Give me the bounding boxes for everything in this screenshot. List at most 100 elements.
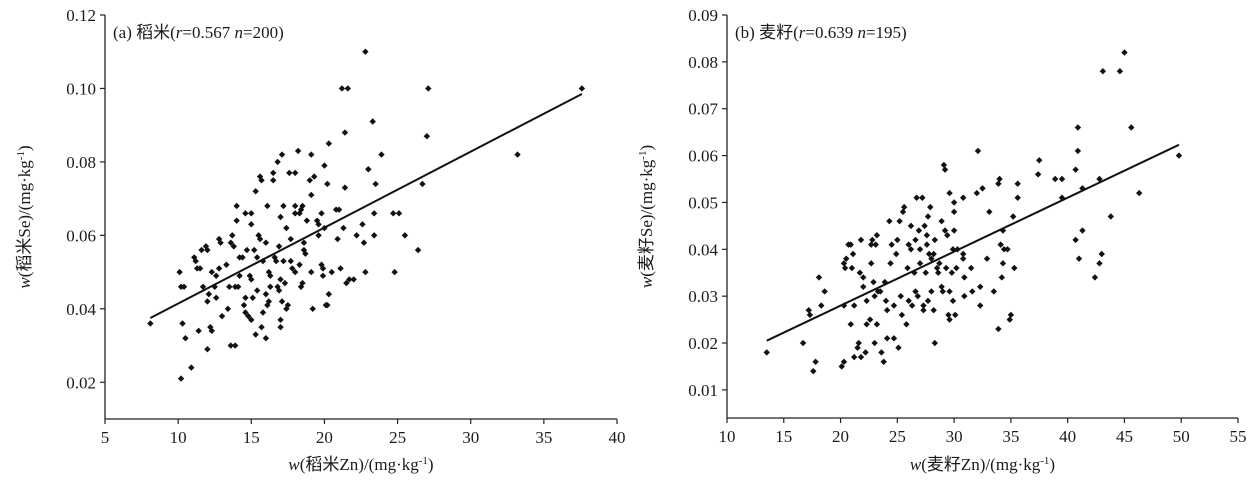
plot-title-part: =200) <box>243 23 284 42</box>
data-point <box>346 276 353 283</box>
data-point <box>931 339 939 347</box>
data-point <box>938 283 945 290</box>
data-point <box>922 269 929 276</box>
data-point <box>949 297 957 305</box>
data-point <box>277 323 284 331</box>
data-point <box>259 257 267 265</box>
data-point <box>890 335 898 342</box>
data-point <box>953 264 960 272</box>
data-point <box>277 316 284 324</box>
data-point <box>873 321 881 328</box>
data-point <box>1074 147 1082 155</box>
data-point <box>848 264 856 272</box>
x-axis-label-part: (麦籽Zn)/(mg·kg <box>921 455 1040 474</box>
data-point <box>280 257 287 265</box>
data-point <box>208 327 215 335</box>
data-point <box>319 272 327 279</box>
data-point <box>1004 246 1011 253</box>
y-tick-label: 0.02 <box>688 334 718 353</box>
data-point <box>1036 157 1043 164</box>
data-point <box>303 217 311 224</box>
data-point <box>370 232 378 239</box>
data-point <box>1121 49 1128 56</box>
data-point <box>278 298 286 305</box>
data-point <box>898 311 906 319</box>
data-point <box>313 217 321 224</box>
data-point <box>192 257 199 265</box>
data-point <box>256 235 264 243</box>
data-point <box>990 288 998 295</box>
plot-title-part: n <box>857 23 866 42</box>
data-point <box>871 339 878 347</box>
y-tick-label: 0.07 <box>688 100 718 119</box>
data-point <box>941 227 949 234</box>
data-point <box>230 243 237 250</box>
data-point <box>799 339 807 347</box>
data-point <box>236 272 243 279</box>
data-point <box>321 162 328 169</box>
plot-title-part: r <box>799 23 806 42</box>
data-point <box>945 311 952 319</box>
data-point <box>365 166 372 173</box>
data-point <box>378 151 385 158</box>
data-point <box>849 250 857 258</box>
data-point <box>1096 175 1103 183</box>
x-tick-label: 30 <box>462 428 479 447</box>
data-point <box>147 320 154 327</box>
data-point <box>862 349 869 356</box>
data-point <box>204 346 211 353</box>
data-point <box>227 342 235 349</box>
x-tick-label: 35 <box>535 428 552 447</box>
data-point <box>907 222 915 230</box>
data-point <box>208 268 215 276</box>
data-point <box>274 158 281 166</box>
plot-title-part: (b) 麦籽( <box>735 23 799 42</box>
data-point <box>204 246 211 254</box>
data-point <box>297 206 305 213</box>
data-point <box>277 213 284 221</box>
data-point <box>1007 311 1015 319</box>
y-axis-label-part: ) <box>637 145 656 151</box>
data-point <box>321 224 328 232</box>
data-point <box>262 239 270 246</box>
data-point <box>341 129 349 136</box>
data-point <box>868 260 875 267</box>
data-point <box>974 147 982 155</box>
data-point <box>300 239 308 246</box>
plot-title: (a) 稻米(r=0.567 n=200) <box>113 23 284 42</box>
y-tick-label: 0.09 <box>688 6 718 25</box>
data-point <box>212 272 220 279</box>
y-tick-label: 0.04 <box>66 300 96 319</box>
data-point <box>284 301 292 309</box>
data-point <box>308 268 315 276</box>
data-point <box>1014 180 1021 187</box>
data-point <box>294 147 302 155</box>
data-point <box>1128 124 1135 131</box>
regression-line <box>766 143 1180 342</box>
data-point <box>871 292 878 300</box>
plot-title-part: r <box>176 23 183 42</box>
data-point <box>896 217 903 225</box>
plot-title-part: (a) 稻米( <box>113 23 176 42</box>
data-point <box>882 297 890 305</box>
data-point <box>763 349 770 356</box>
data-point <box>1072 236 1079 244</box>
data-point <box>299 279 306 287</box>
data-point <box>258 323 265 331</box>
data-point <box>883 307 891 314</box>
data-point <box>886 217 893 225</box>
y-tick-label: 0.02 <box>66 373 96 392</box>
data-point <box>287 235 294 243</box>
data-point <box>211 283 218 290</box>
data-point <box>905 297 912 305</box>
x-tick-label: 15 <box>775 427 792 446</box>
data-point <box>1096 260 1103 267</box>
data-point <box>840 358 848 365</box>
x-tick-label: 20 <box>316 428 333 447</box>
scatter-plot-b: 10 15 20 25 30 35 40 45 50 55 0.01 0.02 0.03 0.04 0.05… <box>637 6 1247 474</box>
data-point <box>923 232 931 239</box>
data-point <box>283 224 290 232</box>
data-point <box>924 213 932 220</box>
data-point <box>840 302 848 309</box>
data-point <box>872 241 879 248</box>
